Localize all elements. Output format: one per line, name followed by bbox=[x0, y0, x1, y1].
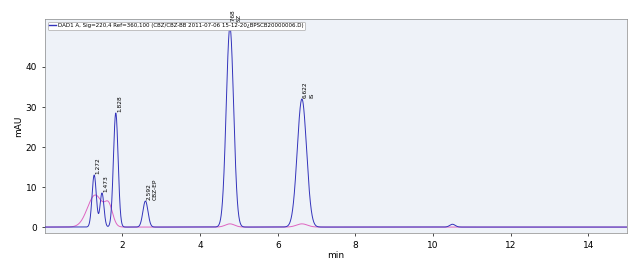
Text: 6.622: 6.622 bbox=[303, 81, 308, 98]
Y-axis label: mAU: mAU bbox=[14, 115, 23, 137]
Text: IS: IS bbox=[309, 92, 314, 98]
Text: 1.828: 1.828 bbox=[117, 95, 122, 112]
Text: 2.592: 2.592 bbox=[147, 183, 152, 200]
Text: CBZ: CBZ bbox=[237, 14, 242, 26]
Legend: DAD1 A, Sig=220,4 Ref=360,100 (CBZ/CBZ-BB 2011-07-06 15-12-20¿BPSCB20000006.D): DAD1 A, Sig=220,4 Ref=360,100 (CBZ/CBZ-B… bbox=[47, 22, 305, 30]
X-axis label: min: min bbox=[328, 251, 344, 260]
Text: 4.768: 4.768 bbox=[231, 9, 236, 26]
Text: CBZ-EP: CBZ-EP bbox=[152, 178, 157, 200]
Text: 1.272: 1.272 bbox=[95, 157, 100, 174]
Text: 1.473: 1.473 bbox=[103, 175, 108, 192]
